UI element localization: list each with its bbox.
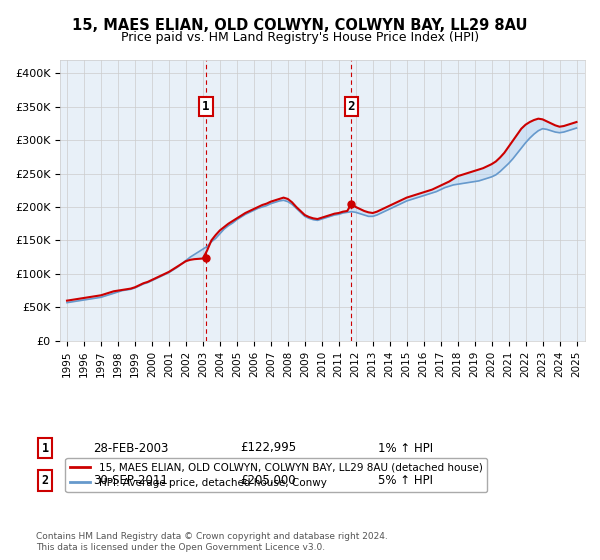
Text: 2: 2 xyxy=(41,474,49,487)
Text: 30-SEP-2011: 30-SEP-2011 xyxy=(93,474,168,487)
Text: £122,995: £122,995 xyxy=(240,441,296,455)
Text: 1: 1 xyxy=(202,100,209,113)
Text: 28-FEB-2003: 28-FEB-2003 xyxy=(93,441,169,455)
Text: 1: 1 xyxy=(41,441,49,455)
Text: 15, MAES ELIAN, OLD COLWYN, COLWYN BAY, LL29 8AU: 15, MAES ELIAN, OLD COLWYN, COLWYN BAY, … xyxy=(72,18,528,33)
Text: Contains HM Land Registry data © Crown copyright and database right 2024.
This d: Contains HM Land Registry data © Crown c… xyxy=(36,532,388,552)
Text: 1% ↑ HPI: 1% ↑ HPI xyxy=(378,441,433,455)
Text: Price paid vs. HM Land Registry's House Price Index (HPI): Price paid vs. HM Land Registry's House … xyxy=(121,31,479,44)
Text: 5% ↑ HPI: 5% ↑ HPI xyxy=(378,474,433,487)
Text: £205,000: £205,000 xyxy=(240,474,296,487)
Text: 2: 2 xyxy=(348,100,355,113)
Legend: 15, MAES ELIAN, OLD COLWYN, COLWYN BAY, LL29 8AU (detached house), HPI: Average : 15, MAES ELIAN, OLD COLWYN, COLWYN BAY, … xyxy=(65,459,487,492)
